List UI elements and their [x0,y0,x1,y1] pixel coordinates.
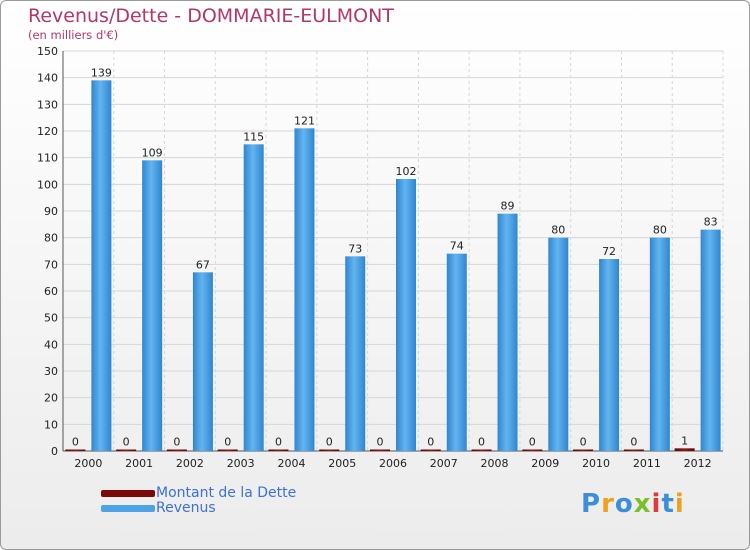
bar-debt-2012 [674,448,695,451]
y-tick-label: 40 [44,338,58,351]
legend-label-debt: Montant de la Dette [156,485,297,501]
data-label-debt-2012: 1 [681,434,688,447]
x-tick-label-2009: 2009 [531,457,559,470]
x-tick-label-2005: 2005 [328,457,356,470]
bar-revenus-2001 [142,160,163,452]
chart-subtitle: (en milliers d'€) [28,28,119,42]
data-label-revenus-2000: 139 [91,66,112,79]
bar-debt-2010 [573,449,594,451]
data-label-debt-2010: 0 [580,436,587,449]
x-tick-label-2004: 2004 [277,457,305,470]
y-tick-label: 30 [44,365,58,378]
data-label-debt-2001: 0 [123,436,130,449]
bar-revenus-2012 [700,229,721,451]
data-label-revenus-2005: 73 [348,242,362,255]
legend-label-revenus: Revenus [156,500,216,516]
y-tick-label: 0 [51,445,58,458]
bar-debt-2003 [217,449,238,451]
chart-title: Revenus/Dette - DOMMARIE-EULMONT [28,5,394,27]
data-label-revenus-2012: 83 [704,216,718,229]
x-tick-label-2012: 2012 [684,457,712,470]
y-tick-label: 150 [37,45,58,58]
x-tick-label-2006: 2006 [379,457,407,470]
x-tick-label-2008: 2008 [481,457,509,470]
data-label-revenus-2003: 115 [243,130,264,143]
bar-revenus-2011 [649,237,670,451]
y-tick-label: 10 [44,418,58,431]
bar-revenus-2009 [548,237,569,451]
data-label-debt-2008: 0 [478,436,485,449]
bar-revenus-2010 [599,259,620,451]
x-tick-label-2002: 2002 [176,457,204,470]
bar-debt-2011 [623,449,644,451]
bar-debt-2006 [370,449,390,451]
data-label-revenus-2009: 80 [551,224,565,237]
axes: 0102030405060708090100110120130140150200… [37,45,723,470]
legend-swatch-revenus [101,505,155,512]
y-tick-label: 70 [44,258,58,271]
y-tick-label: 90 [44,205,58,218]
data-label-debt-2005: 0 [326,436,333,449]
bar-revenus-2004 [294,128,315,451]
data-label-debt-2000: 0 [72,436,79,449]
y-tick-label: 130 [37,98,58,111]
y-tick-label: 60 [44,285,58,298]
bar-revenus-2000 [91,80,112,451]
x-tick-label-2011: 2011 [633,457,661,470]
x-tick-label-2007: 2007 [430,457,458,470]
bar-revenus-2003 [243,144,264,452]
y-tick-label: 100 [37,178,58,191]
bar-debt-2000 [65,449,86,451]
data-label-revenus-2006: 102 [396,165,417,178]
data-label-revenus-2007: 74 [450,240,464,253]
data-label-revenus-2010: 72 [602,245,616,258]
bar-revenus-2005 [345,256,366,451]
data-label-debt-2006: 0 [377,436,384,449]
bar-debt-2004 [268,449,289,451]
y-tick-label: 110 [37,152,58,165]
bar-debt-2001 [116,449,137,451]
bar-revenus-2007 [446,253,467,451]
data-label-revenus-2002: 67 [196,258,210,271]
data-labels: 0 139 0 109 0 67 0 115 0 121 0 73 0 102 0 74 0 89 0 80 0 72 0 8… [72,66,718,448]
x-tick-label-2001: 2001 [125,457,153,470]
data-label-revenus-2001: 109 [142,146,163,159]
data-label-revenus-2004: 121 [294,114,315,127]
data-label-debt-2003: 0 [224,436,231,449]
data-label-debt-2004: 0 [275,436,282,449]
data-label-revenus-2008: 89 [501,200,515,213]
bar-debt-2007 [420,449,441,451]
bar-revenus-2002 [192,272,213,451]
legend-swatch-debt [101,490,155,497]
proxiti-logo: Proxiti [581,489,685,519]
x-tick-label-2000: 2000 [74,457,102,470]
bar-debt-2005 [319,449,340,451]
bars [65,80,721,452]
bar-debt-2002 [166,449,187,451]
data-label-debt-2007: 0 [427,436,434,449]
x-tick-label-2010: 2010 [582,457,610,470]
bar-debt-2008 [471,449,492,451]
bar-revenus-2008 [497,213,518,451]
y-tick-label: 80 [44,232,58,245]
data-label-debt-2009: 0 [529,436,536,449]
data-label-revenus-2011: 80 [653,224,667,237]
y-tick-label: 20 [44,392,58,405]
data-label-debt-2002: 0 [173,436,180,449]
bar-debt-2009 [522,449,543,451]
y-tick-label: 120 [37,125,58,138]
x-tick-label-2003: 2003 [227,457,255,470]
bar-revenus-2006 [396,179,416,451]
data-label-debt-2011: 0 [630,436,637,449]
y-tick-label: 50 [44,312,58,325]
y-tick-label: 140 [37,72,58,85]
